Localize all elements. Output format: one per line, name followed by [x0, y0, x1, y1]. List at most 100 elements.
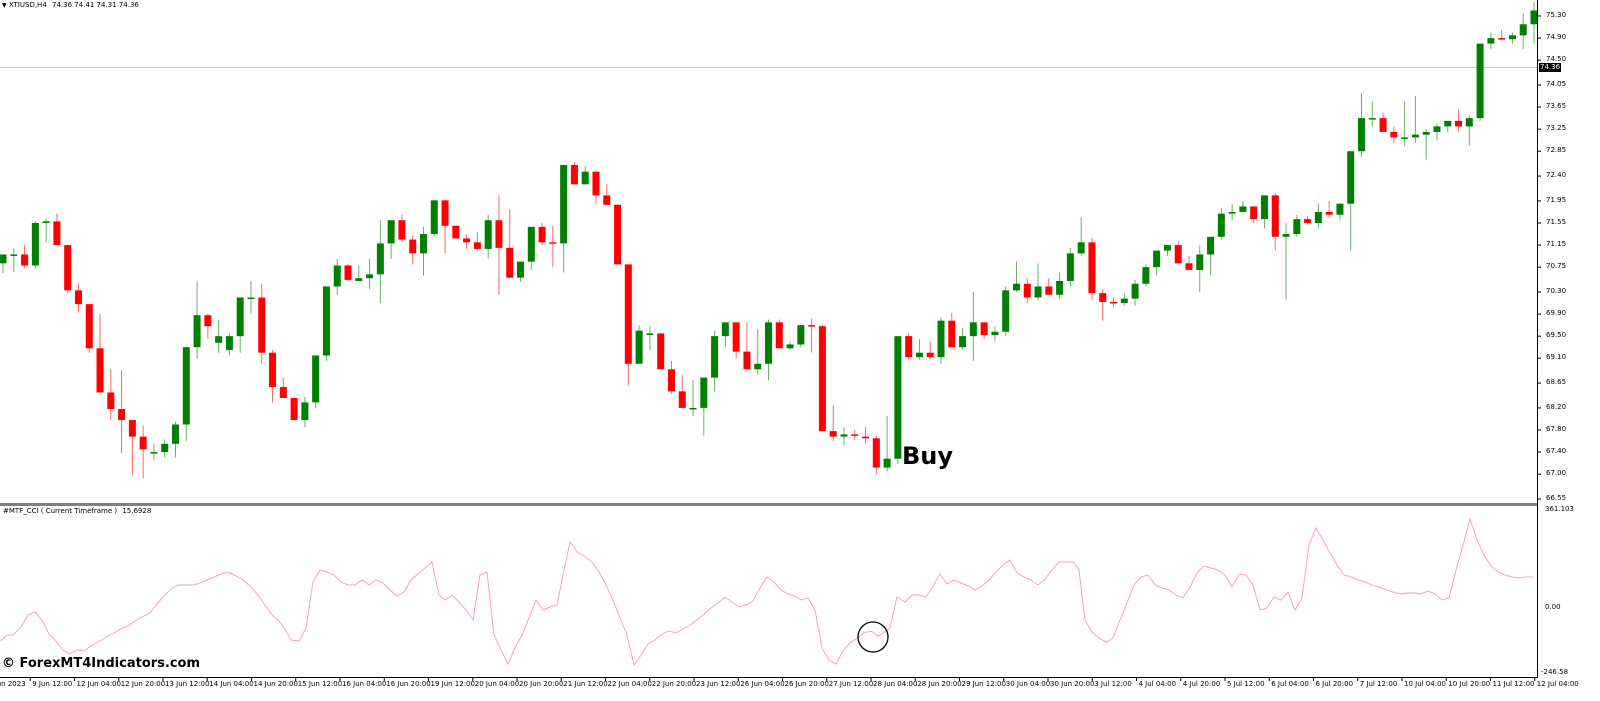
- bear-candle: [1110, 301, 1118, 304]
- bull-candle: [689, 407, 697, 410]
- bull-candle: [301, 402, 309, 421]
- bear-candle: [614, 204, 622, 265]
- bear-candle: [829, 431, 837, 437]
- bear-candle: [732, 322, 740, 352]
- price-axis-label: 74.90: [1546, 33, 1567, 42]
- bull-candle: [754, 363, 762, 370]
- bear-candle: [775, 322, 783, 349]
- bull-candle: [1357, 118, 1365, 152]
- time-axis-label: 7 Jul 12:00: [1359, 680, 1398, 688]
- price-axis-label: 69.10: [1546, 353, 1567, 362]
- price-axis-label: 69.90: [1546, 309, 1567, 318]
- bear-candle: [74, 290, 82, 305]
- bear-candle: [1271, 195, 1279, 237]
- indicator-scale-min: -246.58: [1541, 668, 1569, 676]
- bull-candle: [915, 352, 923, 358]
- price-axis-label: 70.75: [1546, 262, 1567, 271]
- bull-candle: [1207, 236, 1215, 255]
- bull-candle: [1444, 120, 1452, 127]
- bear-candle: [851, 434, 859, 436]
- indicator-scale-max: 361.103: [1545, 505, 1574, 513]
- time-axis-label: 23 Jun 12:00: [696, 680, 741, 688]
- bear-candle: [1379, 118, 1387, 132]
- bear-candle: [592, 171, 600, 196]
- bear-candle: [128, 420, 136, 437]
- bull-candle: [1314, 211, 1322, 223]
- bear-candle: [21, 254, 29, 266]
- bear-candle: [1045, 286, 1053, 295]
- time-axis-label: 29 Jun 12:00: [961, 680, 1006, 688]
- bear-candle: [624, 264, 632, 364]
- price-axis-label: 71.55: [1546, 218, 1567, 226]
- price-axis-label: 74.05: [1546, 80, 1567, 88]
- bear-candle: [818, 326, 826, 432]
- bear-candle: [506, 247, 514, 278]
- price-axis-label: 74.50: [1546, 55, 1567, 64]
- price-axis-label: 67.00: [1546, 469, 1567, 478]
- price-axis-label: 71.15: [1546, 240, 1567, 249]
- bear-candle: [344, 265, 352, 280]
- bull-candle: [1012, 283, 1020, 291]
- bull-candle: [1228, 211, 1236, 214]
- price-axis-label: 72.85: [1546, 146, 1567, 155]
- bear-candle: [118, 409, 126, 421]
- bull-candle: [1077, 242, 1085, 254]
- indicator-scale-zero: 0.00: [1545, 603, 1561, 611]
- bull-candle: [1217, 213, 1225, 237]
- bull-candle: [1530, 10, 1538, 25]
- time-axis-label: 14 Jun 20:00: [253, 680, 298, 688]
- bull-candle: [646, 333, 654, 335]
- bull-candle: [215, 336, 223, 343]
- bull-candle: [1465, 118, 1473, 127]
- bear-candle: [948, 320, 956, 348]
- bull-candle: [894, 336, 902, 459]
- bear-candle: [538, 226, 546, 243]
- cci-indicator-line: [0, 517, 1533, 667]
- time-axis-label: 16 Jun 04:00: [342, 680, 387, 688]
- time-axis-label: 14 Jun 04:00: [209, 680, 254, 688]
- bull-candle: [355, 278, 363, 281]
- bear-candle: [743, 351, 751, 370]
- triangle-down-icon[interactable]: ▼: [2, 2, 7, 9]
- bear-candle: [398, 220, 406, 240]
- bull-candle: [419, 234, 427, 254]
- bull-candle: [840, 434, 848, 437]
- bull-candle: [225, 336, 233, 350]
- bull-candle: [0, 254, 7, 264]
- time-axis-label: 4 Jul 20:00: [1182, 680, 1221, 688]
- bull-candle: [883, 458, 891, 468]
- bear-candle: [452, 225, 460, 239]
- bear-candle: [1250, 206, 1258, 220]
- bull-candle: [937, 320, 945, 358]
- bull-candle: [711, 336, 719, 378]
- bear-candle: [258, 297, 266, 353]
- bear-candle: [1304, 219, 1312, 223]
- price-axis-label: 72.40: [1546, 171, 1567, 180]
- bear-candle: [1023, 283, 1031, 298]
- chart-header: ▼ XTIUSD,H4 74.36 74.41 74.31 74.36: [2, 1, 139, 9]
- bull-candle: [376, 243, 384, 275]
- symbol-title: XTIUSD,H4: [8, 1, 47, 9]
- window-separator[interactable]: [0, 503, 1537, 506]
- bull-candle: [484, 220, 492, 249]
- price-axis-label: 69.50: [1546, 331, 1567, 340]
- bear-candle: [862, 436, 870, 439]
- bull-candle: [333, 265, 341, 287]
- bull-candle: [1260, 195, 1268, 220]
- bull-candle: [10, 254, 18, 256]
- time-axis-label: 13 Jun 12:00: [165, 680, 210, 688]
- bull-candle: [193, 315, 201, 348]
- bull-candle: [786, 344, 794, 349]
- bull-candle: [150, 452, 158, 454]
- bull-candle: [797, 325, 805, 345]
- bull-candle: [366, 274, 374, 279]
- bull-candle: [1120, 298, 1128, 304]
- time-axis-label: 26 Jun 04:00: [740, 680, 785, 688]
- bull-candle: [1131, 283, 1139, 299]
- bull-candle: [969, 322, 977, 337]
- price-axis-label: 67.40: [1546, 447, 1567, 456]
- bear-candle: [473, 242, 481, 249]
- bull-candle: [1422, 131, 1430, 135]
